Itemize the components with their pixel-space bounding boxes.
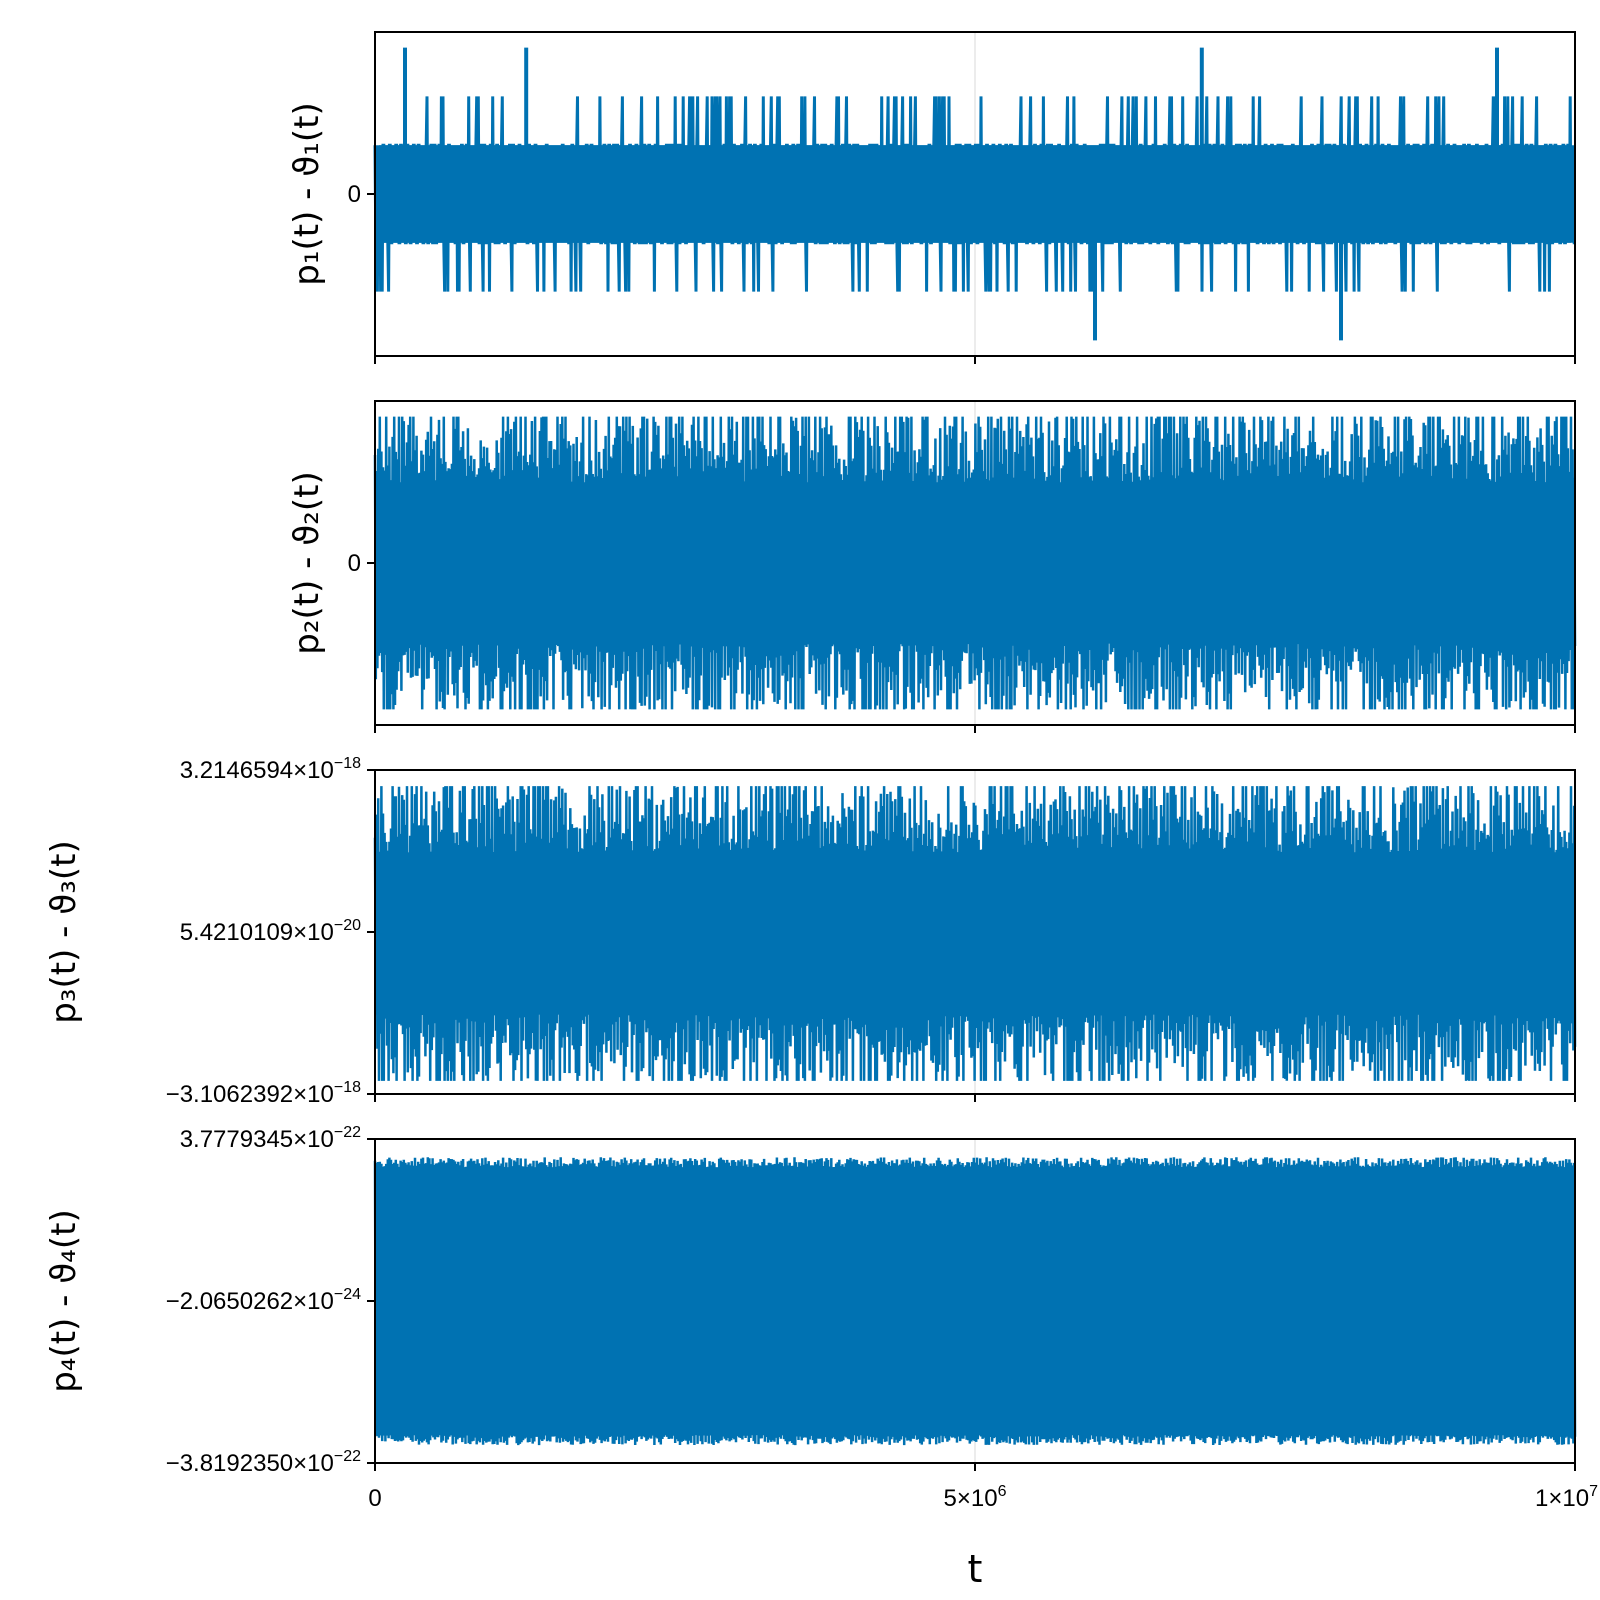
y-axis-title: p₄(t) - ϑ₄(t): [44, 1209, 84, 1393]
panel-3: 3.2146594×10−18 5.4210109×10−20 −3.1062392…: [44, 755, 1577, 1108]
panel-4: 3.7779345×10−22 −2.0650262×10−24 −3.819235…: [44, 1124, 1577, 1477]
x-tick-label: 0: [368, 1485, 381, 1512]
y-axis-title: p₂(t) - ϑ₂(t): [287, 471, 327, 655]
x-tick-label: 5×106: [944, 1483, 1007, 1512]
x-axis-title: t: [968, 1547, 983, 1591]
x-axis: t 0 5×106 1×107: [368, 1483, 1598, 1591]
y-tick-label: 3.2146594×10−18: [180, 755, 361, 784]
panels: 0 p₁(t) - ϑ₁(t) 0 p₂(t) - ϑ₂(t) 3.2146594×10…: [44, 31, 1577, 1477]
y-tick-label: 5.4210109×10−20: [180, 917, 361, 946]
y-tick-label: −2.0650262×10−24: [166, 1286, 361, 1315]
y-tick-label: −3.8192350×10−22: [166, 1448, 361, 1477]
y-tick-label: −3.1062392×10−18: [166, 1079, 361, 1108]
panel-2: 0 p₂(t) - ϑ₂(t): [287, 400, 1577, 733]
y-axis-title: p₁(t) - ϑ₁(t): [287, 102, 327, 286]
y-tick-label: 0: [348, 550, 361, 577]
panel-1: 0 p₁(t) - ϑ₁(t): [287, 31, 1576, 364]
x-tick-label: 1×107: [1535, 1483, 1598, 1512]
y-axis-title: p₃(t) - ϑ₃(t): [44, 840, 84, 1024]
series-band: [377, 482, 1573, 644]
y-tick-label: 3.7779345×10−22: [180, 1124, 361, 1153]
series-band: [379, 145, 1571, 243]
y-tick-label: 0: [348, 181, 361, 208]
series-band: [377, 1167, 1573, 1436]
series-band: [377, 852, 1573, 1015]
